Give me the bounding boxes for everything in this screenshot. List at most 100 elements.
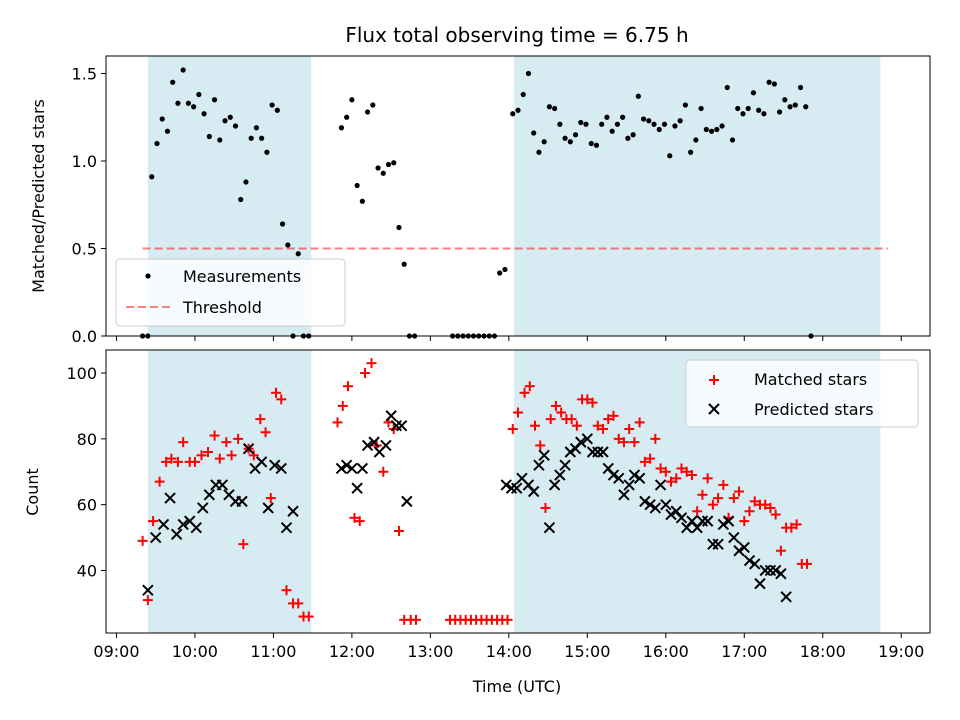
measurement-point: [401, 261, 407, 267]
legend-predicted-label: Predicted stars: [754, 400, 874, 419]
matched-star-point: [592, 420, 603, 431]
predicted-star-point: [142, 584, 154, 596]
measurement-point: [714, 126, 720, 133]
legend-predicted-marker: [708, 403, 720, 415]
measurement-point: [797, 84, 804, 91]
predicted-star-point: [644, 498, 656, 511]
matched-star-point: [608, 410, 619, 421]
predicted-star-point: [385, 410, 397, 422]
bottom-axis-ticks: 40 60 80 100 09:00 10:00 11:00 12:00 13:00 14:00 1…: [66, 364, 924, 661]
matched-star-point: [713, 493, 724, 504]
predicted-star-point-b: [660, 498, 672, 511]
predicted-star-point: [581, 433, 594, 445]
measurement-point: [264, 149, 270, 155]
measurement-point: [370, 102, 376, 108]
predicted-star-point: [665, 508, 677, 521]
predicted-star-point-b: [380, 439, 392, 452]
matched-star-point: [281, 585, 292, 596]
bottom-y-tick-label: 100: [66, 364, 97, 383]
measurement-point: [206, 133, 212, 140]
measurement-point: [253, 125, 260, 131]
matched-star-point: [137, 535, 148, 546]
matched-star-point: [221, 437, 232, 448]
measurement-point: [269, 102, 275, 108]
measurement-point: [274, 107, 280, 113]
measurement-point: [191, 104, 197, 110]
measurement-point: [667, 153, 673, 159]
predicted-star-point: [157, 518, 170, 531]
predicted-star-point: [543, 521, 556, 534]
predicted-star-point-b: [696, 515, 709, 527]
predicted-star-point: [368, 436, 380, 448]
measurement-point: [661, 121, 668, 127]
predicted-star-point: [738, 541, 750, 554]
measurement-point: [385, 161, 392, 168]
predicted-star-point-b: [602, 462, 614, 475]
matched-star-point: [603, 414, 614, 425]
measurement-point: [222, 118, 228, 124]
predicted-star-point: [335, 462, 348, 475]
measurement-point: [651, 121, 657, 127]
measurement-point: [175, 100, 181, 106]
measurement-point: [180, 67, 186, 73]
matched-star-point: [645, 453, 656, 464]
predicted-star-point-b: [510, 482, 523, 494]
matched-star-point: [666, 476, 677, 487]
matched-star-point: [209, 430, 220, 441]
measurement-point: [609, 128, 615, 134]
measurement-point: [729, 137, 736, 143]
measurement-point: [756, 107, 762, 113]
matched-star-point: [378, 466, 389, 477]
measurement-point: [497, 270, 503, 276]
predicted-star-point-b: [564, 446, 577, 458]
matched-star-point: [697, 489, 708, 500]
predicted-star-point-b: [749, 558, 761, 570]
legend-threshold-label: Threshold: [182, 298, 262, 317]
predicted-star-point-b: [149, 531, 162, 544]
measurement-point: [201, 111, 207, 117]
predicted-star-point-b: [701, 515, 714, 527]
bottom-x-tick-label: 10:00: [172, 642, 218, 661]
measurement-point: [375, 165, 381, 171]
measurement-point: [625, 135, 631, 141]
matched-star-point: [786, 522, 797, 533]
predicted-star-point-b: [581, 433, 594, 445]
matched-star-point: [650, 433, 661, 444]
measurement-point: [546, 104, 552, 110]
matched-star-point: [303, 611, 314, 622]
measurement-point: [693, 137, 699, 143]
predicted-star-point-b: [500, 479, 512, 491]
measurement-point: [217, 137, 223, 143]
measurement-point: [635, 93, 641, 99]
measurement-point: [708, 128, 715, 134]
predicted-star-point-b: [633, 472, 646, 485]
matched-star-point: [791, 519, 802, 530]
predicted-star-point-b: [177, 518, 189, 531]
predicted-star-point: [170, 528, 183, 540]
measurement-point: [688, 149, 694, 155]
predicted-star-point-b: [675, 512, 688, 524]
predicted-star-point-b: [533, 459, 545, 471]
bottom-x-tick-label: 12:00: [329, 642, 375, 661]
predicted-star-point: [575, 436, 587, 448]
predicted-star-point: [775, 568, 787, 580]
count-points: [137, 358, 813, 625]
measurement-point: [719, 123, 725, 129]
measurement-point: [232, 123, 239, 129]
matched-star-point: [214, 453, 225, 464]
matched-star-point: [349, 512, 360, 523]
measurement-point: [391, 160, 397, 166]
measurement-point: [557, 121, 563, 127]
predicted-star-point: [618, 489, 630, 501]
measurement-point: [149, 174, 155, 180]
predicted-star-point-b: [597, 446, 609, 458]
matched-star-point: [410, 614, 421, 625]
measurement-point: [536, 149, 542, 155]
predicted-star-point-b: [255, 456, 268, 468]
predicted-star-point: [728, 531, 740, 544]
predicted-star-point: [197, 502, 209, 514]
predicted-star-point-b: [157, 518, 170, 531]
matched-star-point: [728, 493, 739, 504]
matched-star-point: [178, 437, 189, 448]
